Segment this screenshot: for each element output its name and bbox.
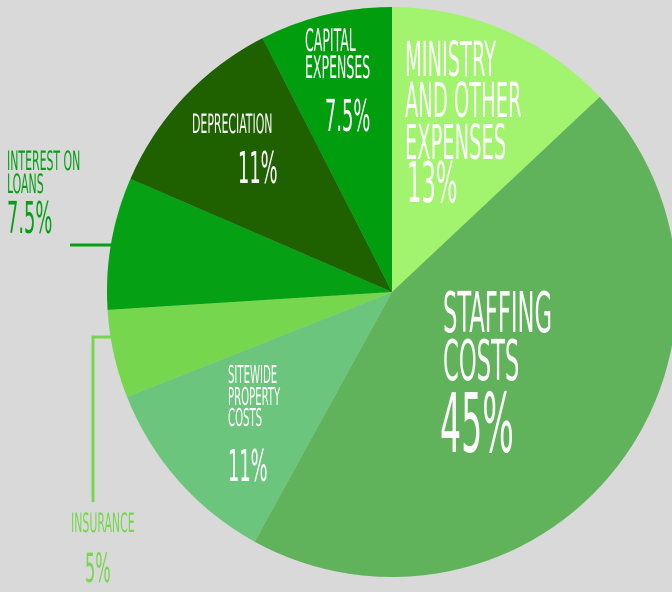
value-label: 45% [440, 377, 514, 472]
slice [107, 178, 393, 310]
slice-label: INSURANCE [71, 508, 135, 539]
value-label: 7.5% [325, 91, 371, 142]
slice [392, 7, 600, 292]
slice-label: MINISTRY AND OTHER EXPENSES [405, 32, 522, 171]
slice [254, 96, 672, 577]
leader-line [91, 335, 112, 502]
value-label: 11% [228, 441, 268, 492]
value-label: 7.5% [7, 193, 53, 244]
value-label: 11% [238, 143, 278, 194]
value-label: 13% [407, 151, 458, 216]
slice-label: CAPITAL EXPENSES [305, 23, 371, 86]
slice [262, 7, 392, 292]
slice-label: DEPRECIATION [192, 109, 273, 140]
slice-label: INTEREST ON LOANS [7, 146, 81, 201]
slice [107, 292, 393, 397]
slice-label: SITEWIDE PROPERTY COSTS [228, 360, 281, 432]
value-label: 5% [85, 546, 111, 592]
slice [130, 38, 392, 292]
slice [127, 292, 392, 542]
slice-label: STAFFING COSTS [443, 281, 553, 395]
